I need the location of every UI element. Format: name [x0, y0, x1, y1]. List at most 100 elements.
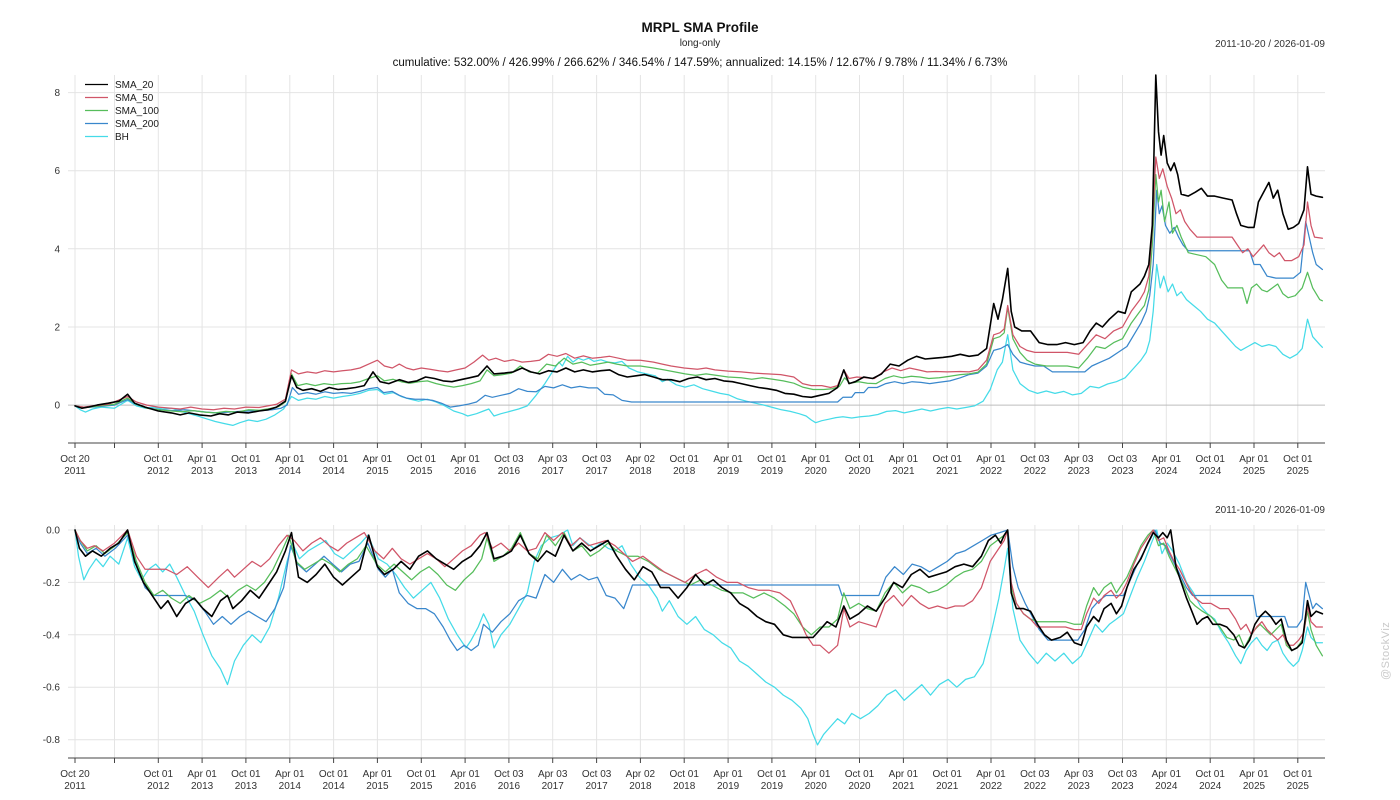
y-tick-label: -0.2	[43, 578, 61, 589]
x-tick-label: 2013	[191, 466, 214, 477]
x-tick-label: Oct 01	[144, 769, 174, 780]
series-SMA_50-line	[74, 529, 1324, 654]
x-tick-label: Apr 01	[801, 769, 831, 780]
x-tick-label: Apr 02	[626, 454, 656, 465]
x-tick-label: Apr 01	[450, 454, 480, 465]
y-tick-label: 8	[54, 88, 60, 99]
x-tick-label: Oct 01	[932, 769, 962, 780]
series-SMA_20-line	[74, 74, 1324, 417]
x-tick-label: Apr 01	[1239, 454, 1269, 465]
x-tick-label: 2014	[322, 466, 345, 477]
y-tick-label: -0.6	[43, 683, 61, 694]
x-tick-label: Oct 03	[494, 454, 524, 465]
y-tick-label: 2	[54, 323, 60, 334]
x-tick-label: Apr 01	[801, 454, 831, 465]
x-tick-label: Oct 01	[1195, 769, 1225, 780]
x-tick-label: Oct 01	[319, 454, 349, 465]
x-tick-label: 2011	[64, 466, 86, 477]
x-tick-label: Oct 01	[932, 454, 962, 465]
x-tick-label: 2016	[454, 466, 477, 477]
x-tick-label: 2013	[191, 781, 214, 792]
page-subtitle: long-only	[679, 38, 721, 49]
x-tick-label: Apr 03	[1064, 769, 1094, 780]
x-tick-label: Oct 01	[319, 769, 349, 780]
x-tick-label: 2020	[805, 466, 828, 477]
x-tick-label: Oct 03	[582, 769, 612, 780]
x-tick-label: 2014	[279, 466, 302, 477]
x-tick-label: 2021	[936, 781, 959, 792]
series-SMA_200-line	[74, 189, 1324, 414]
x-tick-label: 2020	[805, 781, 828, 792]
x-tick-label: 2016	[454, 781, 477, 792]
x-tick-label: 2019	[761, 466, 784, 477]
x-tick-label: Oct 01	[1195, 454, 1225, 465]
x-tick-label: Oct 01	[1283, 769, 1313, 780]
x-tick-label: 2015	[410, 781, 433, 792]
legend-BH-label: BH	[115, 132, 129, 143]
x-tick-label: 2017	[542, 781, 565, 792]
x-tick-label: 2022	[1024, 781, 1047, 792]
x-tick-label: Apr 03	[1064, 454, 1094, 465]
x-tick-label: Apr 01	[187, 769, 217, 780]
x-tick-label: Oct 01	[1283, 454, 1313, 465]
x-tick-label: Oct 01	[231, 769, 261, 780]
x-tick-label: Oct 01	[845, 769, 875, 780]
x-tick-label: Oct 03	[494, 769, 524, 780]
page-title: MRPL SMA Profile	[641, 20, 759, 35]
x-tick-label: 2014	[322, 781, 345, 792]
x-tick-label: 2024	[1155, 781, 1178, 792]
series-BH-line	[74, 529, 1324, 746]
x-tick-label: 2015	[366, 466, 389, 477]
x-tick-label: 2022	[980, 781, 1003, 792]
x-tick-label: 2011	[64, 781, 86, 792]
x-tick-label: 2020	[848, 781, 871, 792]
x-tick-label: Apr 01	[1152, 769, 1182, 780]
x-tick-label: 2016	[498, 781, 521, 792]
x-tick-label: Apr 02	[626, 769, 656, 780]
legend-SMA_200-label: SMA_200	[115, 119, 159, 130]
x-tick-label: Oct 01	[407, 769, 437, 780]
date-range-bottom: 2011-10-20 / 2026-01-09	[1215, 505, 1325, 516]
x-tick-label: 2017	[585, 466, 608, 477]
x-tick-label: Apr 03	[538, 454, 568, 465]
x-tick-label: Apr 01	[976, 769, 1006, 780]
x-tick-label: 2014	[279, 781, 302, 792]
cumulative-stats: cumulative: 532.00% / 426.99% / 266.62% …	[392, 57, 1008, 69]
y-tick-label: 6	[54, 166, 60, 177]
x-tick-label: 2013	[235, 466, 258, 477]
y-tick-label: 0.0	[46, 526, 60, 537]
series-SMA_100-line	[74, 173, 1324, 414]
x-tick-label: Oct 01	[845, 454, 875, 465]
series-SMA_50-line	[74, 156, 1324, 411]
x-tick-label: Apr 01	[713, 454, 743, 465]
x-tick-label: 2021	[892, 781, 915, 792]
x-tick-label: Apr 01	[976, 454, 1006, 465]
x-tick-label: 2019	[717, 781, 740, 792]
x-tick-label: 2025	[1287, 466, 1310, 477]
y-tick-label: -0.8	[43, 735, 61, 746]
x-tick-label: 2016	[498, 466, 521, 477]
x-tick-label: Apr 01	[363, 769, 393, 780]
x-tick-label: Apr 03	[538, 769, 568, 780]
x-tick-label: 2020	[848, 466, 871, 477]
x-tick-label: Oct 01	[231, 454, 261, 465]
series-BH-line	[74, 263, 1324, 427]
x-tick-label: 2015	[366, 781, 389, 792]
x-tick-label: 2024	[1199, 781, 1222, 792]
x-tick-label: Oct 03	[582, 454, 612, 465]
x-tick-label: Oct 20	[60, 454, 90, 465]
x-tick-label: 2018	[673, 466, 696, 477]
x-tick-label: Apr 01	[450, 769, 480, 780]
x-tick-label: 2012	[147, 466, 170, 477]
x-tick-label: Oct 03	[1020, 769, 1050, 780]
x-tick-label: Oct 03	[1020, 454, 1050, 465]
y-tick-label: -0.4	[43, 630, 61, 641]
x-tick-label: Oct 03	[1108, 454, 1138, 465]
x-tick-label: 2021	[892, 466, 915, 477]
x-tick-label: 2019	[761, 781, 784, 792]
x-tick-label: Oct 01	[669, 769, 699, 780]
date-range-top: 2011-10-20 / 2026-01-09	[1215, 39, 1325, 50]
x-tick-label: Apr 01	[1239, 769, 1269, 780]
x-tick-label: Oct 01	[757, 454, 787, 465]
